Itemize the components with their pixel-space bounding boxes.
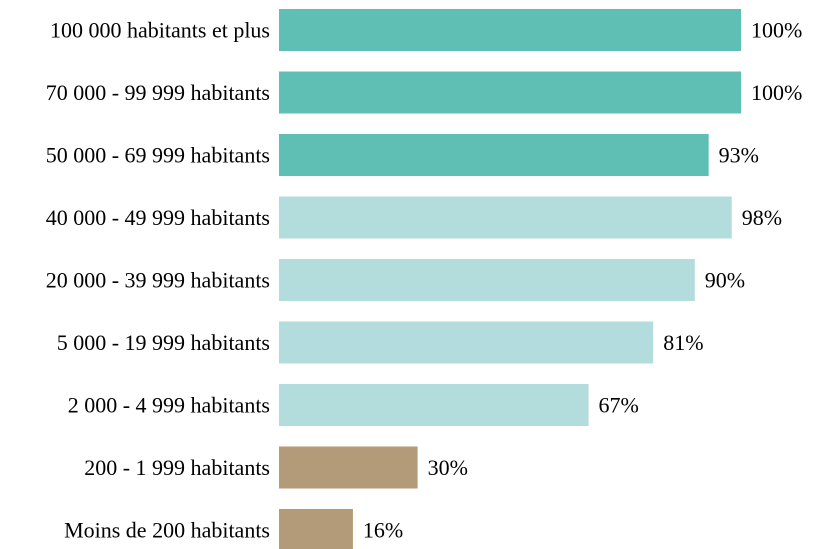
bar-6 [279,384,589,426]
value-label-3: 98% [742,205,782,230]
category-label-1: 70 000 - 99 999 habitants [46,80,270,105]
value-label-4: 90% [705,268,745,293]
category-label-4: 20 000 - 39 999 habitants [46,268,270,293]
bar-3 [279,196,732,239]
bar-8 [279,509,353,549]
category-label-6: 2 000 - 4 999 habitants [68,393,270,418]
bar-7 [279,446,418,489]
value-label-1: 100% [751,80,802,105]
bar-0 [279,9,741,51]
value-label-8: 16% [363,518,403,543]
category-label-7: 200 - 1 999 habitants [84,455,270,480]
bar-2 [279,134,709,176]
category-label-3: 40 000 - 49 999 habitants [46,205,270,230]
value-label-2: 93% [719,143,759,168]
bar-4 [279,259,695,301]
value-label-5: 81% [663,330,703,355]
category-label-5: 5 000 - 19 999 habitants [57,330,270,355]
category-label-8: Moins de 200 habitants [64,518,270,543]
category-label-2: 50 000 - 69 999 habitants [46,143,270,168]
category-label-0: 100 000 habitants et plus [50,18,270,43]
value-label-7: 30% [428,455,468,480]
bar-1 [279,71,741,114]
value-label-0: 100% [751,18,802,43]
bar-5 [279,321,654,364]
value-label-6: 67% [599,393,639,418]
